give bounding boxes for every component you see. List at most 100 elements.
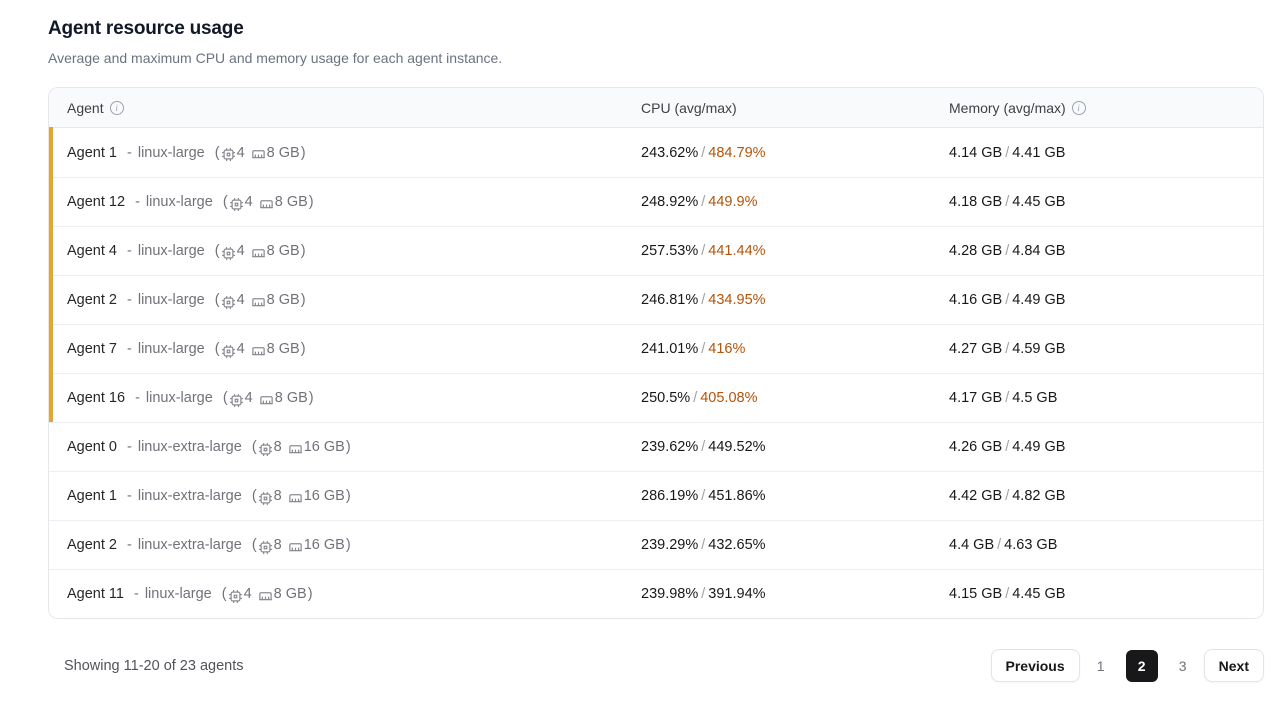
value-separator: / <box>1005 390 1010 406</box>
instance-specs: ( 4 8 GB) <box>215 243 306 260</box>
value-separator: / <box>1005 341 1010 357</box>
table-header-row: Agent i CPU (avg/max) Memory (avg/max) i <box>49 88 1263 128</box>
cpu-chip-icon <box>229 197 243 211</box>
cpu-chip-icon <box>258 540 272 554</box>
cpu-count: 4 <box>236 341 245 357</box>
pagination: Previous 1 2 3 Next <box>990 649 1264 682</box>
agent-name-separator: - <box>133 586 139 602</box>
instance-type: linux-large <box>145 390 213 406</box>
page-number-2-active[interactable]: 2 <box>1125 649 1158 682</box>
instance-specs: ( 4 8 GB) <box>222 194 314 211</box>
specs-open-paren: ( <box>221 586 227 602</box>
memory-max-value: 4.49 GB <box>1012 439 1066 455</box>
cpu-usage-cell: 250.5%/405.08% <box>641 390 949 406</box>
cpu-avg-value: 241.01% <box>641 341 699 357</box>
memory-max-value: 4.49 GB <box>1012 292 1066 308</box>
cpu-usage-cell: 286.19%/451.86% <box>641 488 949 504</box>
value-separator: / <box>701 537 706 553</box>
cpu-avg-value: 239.98% <box>641 586 699 602</box>
memory-size: 16 GB <box>303 439 345 455</box>
agent-name: Agent 1 <box>67 488 117 504</box>
memory-usage-cell: 4.42 GB/4.82 GB <box>949 488 1263 504</box>
agent-name: Agent 0 <box>67 439 117 455</box>
memory-avg-value: 4.27 GB <box>949 341 1003 357</box>
agent-name: Agent 1 <box>67 144 117 161</box>
cpu-chip-icon <box>228 589 242 603</box>
memory-size: 8 GB <box>266 341 300 357</box>
instance-type: linux-extra-large <box>137 439 242 455</box>
value-separator: / <box>701 144 706 161</box>
cpu-avg-value: 239.62% <box>641 439 699 455</box>
specs-close-paren: ) <box>300 341 306 357</box>
memory-stick-icon <box>251 346 265 355</box>
column-header-memory: Memory (avg/max) i <box>949 100 1263 116</box>
instance-type: linux-extra-large <box>137 537 242 553</box>
cpu-max-value: 449.52% <box>708 439 766 455</box>
specs-close-paren: ) <box>300 144 306 161</box>
table-row: Agent 4 - linux-large ( 4 8 GB) <box>49 226 1263 275</box>
cpu-max-value: 451.86% <box>708 488 766 504</box>
cpu-chip-icon <box>221 147 235 162</box>
instance-specs: ( 8 16 GB) <box>251 439 351 456</box>
value-separator: / <box>701 488 706 504</box>
table-row: Agent 1 - linux-extra-large ( 8 16 GB) <box>49 471 1263 520</box>
column-header-memory-label: Memory (avg/max) <box>949 99 1066 116</box>
results-summary: Showing 11-20 of 23 agents <box>64 657 244 674</box>
memory-usage-cell: 4.26 GB/4.49 GB <box>949 439 1263 455</box>
cpu-avg-value: 257.53% <box>641 243 699 259</box>
memory-usage-cell: 4.27 GB/4.59 GB <box>949 341 1263 357</box>
agent-name: Agent 12 <box>67 194 126 210</box>
cpu-usage-cell: 239.29%/432.65% <box>641 537 949 553</box>
table-row: Agent 1 - linux-large ( 4 8 GB) <box>49 127 1263 177</box>
value-separator: / <box>701 243 706 259</box>
cpu-usage-cell: 257.53%/441.44% <box>641 243 949 259</box>
agent-cell: Agent 16 - linux-large ( 4 8 GB) <box>49 390 641 407</box>
cpu-avg-value: 250.5% <box>641 390 691 406</box>
memory-stick-icon <box>251 248 265 257</box>
memory-size: 8 GB <box>274 390 308 406</box>
info-icon[interactable]: i <box>109 100 124 115</box>
agent-name: Agent 16 <box>67 390 126 406</box>
agent-cell: Agent 2 - linux-extra-large ( 8 16 GB) <box>49 537 641 554</box>
previous-page-button[interactable]: Previous <box>990 649 1080 682</box>
agent-cell: Agent 1 - linux-extra-large ( 8 16 GB) <box>49 488 641 505</box>
memory-stick-icon <box>251 297 265 306</box>
specs-open-paren: ( <box>251 439 257 455</box>
cpu-usage-cell: 239.98%/391.94% <box>641 586 949 602</box>
memory-usage-cell: 4.18 GB/4.45 GB <box>949 194 1263 210</box>
cpu-count: 4 <box>236 144 245 161</box>
cpu-avg-value: 239.29% <box>641 537 699 553</box>
cpu-count: 4 <box>236 243 245 259</box>
memory-usage-cell: 4.16 GB/4.49 GB <box>949 292 1263 308</box>
specs-close-paren: ) <box>345 439 351 455</box>
table-row: Agent 0 - linux-extra-large ( 8 16 GB) <box>49 422 1263 471</box>
agent-cell: Agent 12 - linux-large ( 4 8 GB) <box>49 194 641 211</box>
cpu-usage-cell: 246.81%/434.95% <box>641 292 949 308</box>
memory-max-value: 4.45 GB <box>1012 194 1066 210</box>
agent-name: Agent 11 <box>67 586 124 602</box>
memory-max-value: 4.59 GB <box>1012 341 1066 357</box>
cpu-usage-cell: 243.62%/484.79% <box>641 145 949 161</box>
page-number-3[interactable]: 3 <box>1178 657 1187 674</box>
table-row: Agent 2 - linux-large ( 4 8 GB) <box>49 275 1263 324</box>
specs-open-paren: ( <box>251 537 257 553</box>
memory-avg-value: 4.4 GB <box>949 537 995 553</box>
page-subtitle: Average and maximum CPU and memory usage… <box>48 50 503 66</box>
info-icon[interactable]: i <box>1071 100 1086 115</box>
memory-max-value: 4.45 GB <box>1012 586 1066 602</box>
memory-size: 16 GB <box>303 488 345 504</box>
cpu-count: 8 <box>273 439 282 455</box>
cpu-max-value: 405.08% <box>700 390 758 406</box>
memory-avg-value: 4.18 GB <box>949 194 1003 210</box>
memory-stick-icon <box>259 199 273 208</box>
cpu-usage-cell: 241.01%/416% <box>641 341 949 357</box>
page-number-1[interactable]: 1 <box>1096 657 1105 674</box>
next-page-button[interactable]: Next <box>1203 649 1264 682</box>
cpu-chip-icon <box>258 442 272 456</box>
table-row: Agent 16 - linux-large ( 4 8 GB) <box>49 373 1263 422</box>
specs-close-paren: ) <box>307 586 313 602</box>
value-separator: / <box>701 586 706 602</box>
specs-open-paren: ( <box>222 194 228 210</box>
memory-stick-icon <box>288 493 302 502</box>
table-row: Agent 7 - linux-large ( 4 8 GB) <box>49 324 1263 373</box>
